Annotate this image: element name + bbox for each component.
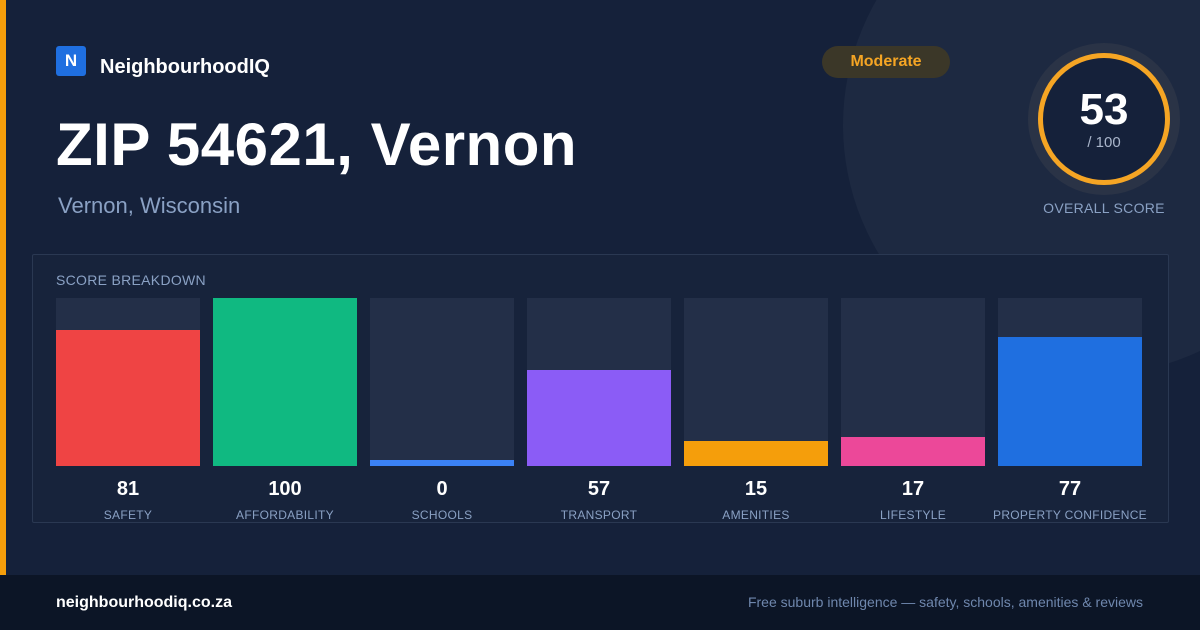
overall-score-max: / 100: [1087, 133, 1121, 151]
score-bar-schools: 0 SCHOOLS: [370, 298, 514, 523]
bar-fill: [684, 441, 828, 466]
bar-label: LIFESTYLE: [879, 508, 947, 522]
bar-label: PROPERTY CONFIDENCE: [993, 508, 1147, 522]
score-breakdown-bars: 81 SAFETY 100 AFFORDABILITY 0 SCHOOLS 57…: [56, 298, 1147, 523]
footer: neighbourhoodiq.co.za Free suburb intell…: [0, 575, 1200, 630]
bar-fill: [370, 460, 514, 466]
footer-site-link[interactable]: neighbourhoodiq.co.za: [56, 594, 232, 611]
logo-icon: N: [56, 46, 86, 76]
bar-fill: [527, 370, 671, 466]
bar-label: SCHOOLS: [411, 508, 473, 522]
bar-fill: [213, 298, 357, 466]
footer-tagline: Free suburb intelligence — safety, schoo…: [747, 594, 1143, 610]
bar-label: AFFORDABILITY: [236, 508, 334, 522]
score-bar-transport: 57 TRANSPORT: [527, 298, 671, 523]
score-bar-safety: 81 SAFETY: [56, 298, 200, 523]
bar-label: SAFETY: [103, 508, 153, 522]
bar-label: TRANSPORT: [560, 508, 638, 522]
overall-score-value: 53: [1079, 84, 1129, 134]
score-bar-amenities: 15 AMENITIES: [684, 298, 828, 523]
bar-fill: [998, 337, 1142, 466]
bar-track: [998, 298, 1142, 466]
score-breakdown-title: SCORE BREAKDOWN: [56, 272, 206, 288]
bar-fill: [841, 437, 985, 466]
bar-track: [527, 298, 671, 466]
score-bar-affordability: 100 AFFORDABILITY: [213, 298, 357, 523]
score-bar-lifestyle: 17 LIFESTYLE: [841, 298, 985, 523]
rating-badge: Moderate: [822, 46, 950, 78]
overall-score-caption: OVERALL SCORE: [1043, 200, 1165, 216]
bar-value: 77: [1058, 478, 1082, 500]
brand-name: NeighbourhoodIQ: [100, 56, 270, 78]
bar-track: [370, 298, 514, 466]
overall-score-ring: 53 / 100: [1038, 53, 1170, 185]
bar-label: AMENITIES: [722, 508, 790, 522]
bar-track: [841, 298, 985, 466]
bar-value: 100: [268, 478, 302, 500]
page-title: ZIP 54621, Vernon: [56, 111, 577, 178]
bar-value: 57: [587, 478, 611, 500]
bar-track: [56, 298, 200, 466]
bar-value: 15: [744, 478, 768, 500]
bar-value: 17: [901, 478, 925, 500]
score-bar-property-confidence: 77 PROPERTY CONFIDENCE: [993, 298, 1147, 523]
bar-track: [684, 298, 828, 466]
bar-value: 0: [436, 478, 448, 500]
bar-track: [213, 298, 357, 466]
location-subtitle: Vernon, Wisconsin: [58, 193, 241, 218]
bar-value: 81: [116, 478, 140, 500]
bar-fill: [56, 330, 200, 466]
accent-stripe: [0, 0, 6, 575]
